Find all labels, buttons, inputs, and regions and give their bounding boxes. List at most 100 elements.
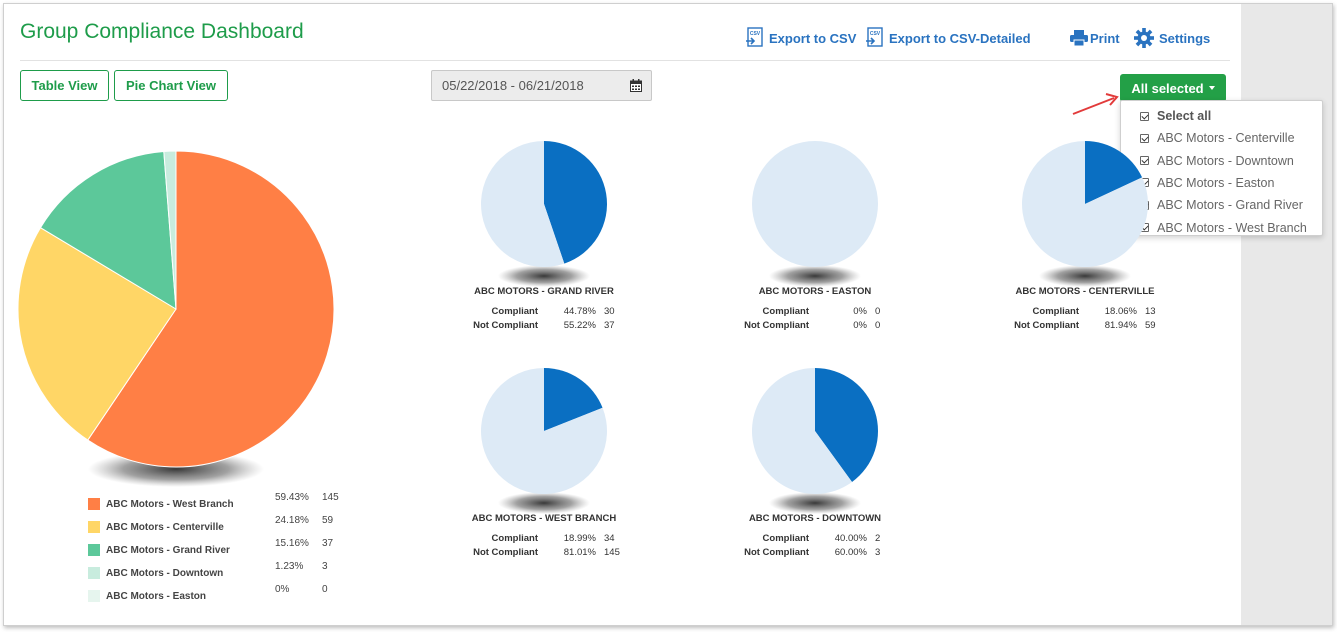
compliance-label: Compliant — [762, 306, 809, 317]
compliance-count: 37 — [604, 320, 615, 331]
compliance-label: Not Compliant — [1014, 320, 1079, 331]
legend-count: 0 — [322, 584, 328, 595]
option-label: ABC Motors - Grand River — [1157, 198, 1303, 213]
pie-slice[interactable] — [752, 141, 878, 267]
export-csv-link[interactable]: CSV Export to CSV — [745, 26, 856, 50]
settings-label: Settings — [1159, 30, 1211, 46]
option-label: ABC Motors - Downtown — [1157, 153, 1294, 168]
compliance-percent: 81.94% — [1104, 320, 1137, 331]
pie-slice-compliant[interactable] — [815, 368, 878, 482]
location-chart-title: ABC MOTORS - EASTON — [758, 286, 872, 297]
pie-shadow — [1039, 265, 1131, 287]
legend-swatch — [88, 567, 100, 579]
date-range-value: 05/22/2018 - 06/21/2018 — [442, 78, 584, 93]
table-view-button[interactable]: Table View — [20, 70, 109, 101]
legend-item[interactable]: ABC Motors - Centerville 24.18% 59 — [88, 515, 333, 535]
compliance-percent: 18.06% — [1104, 306, 1137, 317]
pie-slice-compliant[interactable] — [544, 368, 603, 431]
header-divider — [20, 60, 1230, 61]
location-option[interactable]: ABC Motors - Downtown — [1140, 151, 1294, 171]
legend-percent: 59.43% — [275, 492, 309, 503]
pie-slice-compliant[interactable] — [544, 141, 607, 264]
location-option[interactable]: ABC Motors - Centerville — [1140, 128, 1295, 148]
option-label: Select all — [1157, 109, 1212, 123]
compliance-label: Not Compliant — [744, 547, 809, 558]
group-pie-chart — [17, 150, 335, 487]
pie-slice[interactable] — [17, 226, 177, 441]
legend-percent: 24.18% — [275, 515, 309, 526]
gear-icon — [1134, 28, 1154, 48]
checkbox-checked-icon[interactable] — [1140, 156, 1149, 166]
compliance-label: Compliant — [762, 533, 809, 544]
location-pie-chart — [481, 368, 607, 514]
pie-slice-not-compliant[interactable] — [752, 368, 853, 494]
legend-percent: 0% — [275, 584, 290, 595]
compliance-label: Not Compliant — [744, 320, 809, 331]
compliance-count: 0 — [875, 320, 881, 331]
compliance-percent: 60.00% — [834, 547, 867, 558]
legend-percent: 1.23% — [275, 561, 304, 572]
pie-shadow — [769, 492, 861, 514]
compliance-percent: 81.01% — [563, 547, 596, 558]
compliance-count: 59 — [1145, 320, 1156, 331]
checkbox-checked-icon[interactable] — [1140, 133, 1149, 143]
print-link[interactable]: Print — [1070, 26, 1120, 50]
pie-shadow — [769, 265, 861, 287]
svg-text:CSV: CSV — [870, 31, 881, 37]
legend-item[interactable]: ABC Motors - West Branch 59.43% 145 — [88, 492, 339, 512]
compliance-count: 145 — [604, 547, 620, 558]
pie-shadow — [498, 492, 590, 514]
location-pie-chart — [752, 141, 878, 287]
pie-chart-view-button[interactable]: Pie Chart View — [114, 70, 228, 101]
location-filter-label: All selected — [1131, 80, 1204, 96]
legend-swatch — [88, 498, 100, 510]
compliance-percent: 0% — [853, 320, 867, 331]
legend-count: 145 — [322, 492, 339, 503]
pie-slice-compliant[interactable] — [1085, 141, 1143, 204]
red-arrow-annotation — [1072, 93, 1119, 115]
right-gutter — [1241, 4, 1332, 625]
compliance-percent: 0% — [853, 306, 867, 317]
location-chart-title: ABC MOTORS - GRAND RIVER — [474, 286, 614, 297]
option-label: ABC Motors - Easton — [1157, 175, 1275, 190]
option-label: ABC Motors - Centerville — [1157, 131, 1295, 146]
location-option[interactable]: ABC Motors - West Branch — [1140, 218, 1307, 238]
legend-item[interactable]: ABC Motors - Easton 0% 0 — [88, 584, 328, 604]
pie-slice[interactable] — [39, 150, 177, 310]
pie-slice[interactable] — [163, 150, 177, 310]
legend-label: ABC Motors - Centerville — [106, 521, 224, 533]
pie-slice-not-compliant[interactable] — [481, 368, 607, 494]
legend-swatch — [88, 544, 100, 556]
location-filter-button[interactable]: All selected — [1120, 74, 1226, 102]
compliance-percent: 18.99% — [563, 533, 596, 544]
location-chart-title: ABC MOTORS - CENTERVILLE — [1015, 286, 1155, 297]
legend-label: ABC Motors - Downtown — [106, 567, 224, 579]
pie-slice-not-compliant[interactable] — [1022, 141, 1148, 267]
export-csv-detailed-link[interactable]: CSV Export to CSV-Detailed — [865, 26, 1031, 50]
compliance-label: Compliant — [491, 306, 538, 317]
settings-link[interactable]: Settings — [1134, 26, 1210, 50]
compliance-label: Not Compliant — [473, 547, 538, 558]
pie-shadow — [498, 265, 590, 287]
select-all-option[interactable]: Select all — [1140, 106, 1211, 126]
compliance-count: 34 — [604, 533, 615, 544]
compliance-label: Compliant — [491, 533, 538, 544]
legend-item[interactable]: ABC Motors - Grand River 15.16% 37 — [88, 538, 333, 558]
compliance-count: 0 — [875, 306, 881, 317]
compliance-label: Not Compliant — [473, 320, 538, 331]
legend-item[interactable]: ABC Motors - Downtown 1.23% 3 — [88, 561, 328, 581]
date-range-input[interactable]: 05/22/2018 - 06/21/2018 — [431, 70, 652, 101]
export-csv-detailed-label: Export to CSV-Detailed — [889, 30, 1031, 46]
legend-label: ABC Motors - Easton — [106, 590, 206, 602]
location-pie-chart — [1022, 141, 1148, 287]
page-title: Group Compliance Dashboard — [20, 20, 304, 43]
pie-slice[interactable] — [87, 150, 335, 468]
location-chart-title: ABC MOTORS - WEST BRANCH — [471, 513, 617, 524]
calendar-icon[interactable] — [630, 79, 642, 95]
csv-file-icon: CSV — [865, 27, 884, 49]
pie-slice-not-compliant[interactable] — [481, 141, 565, 267]
legend-swatch — [88, 521, 100, 533]
svg-text:CSV: CSV — [750, 31, 761, 37]
checkbox-checked-icon[interactable] — [1140, 111, 1149, 121]
caret-down-icon — [1208, 86, 1215, 90]
